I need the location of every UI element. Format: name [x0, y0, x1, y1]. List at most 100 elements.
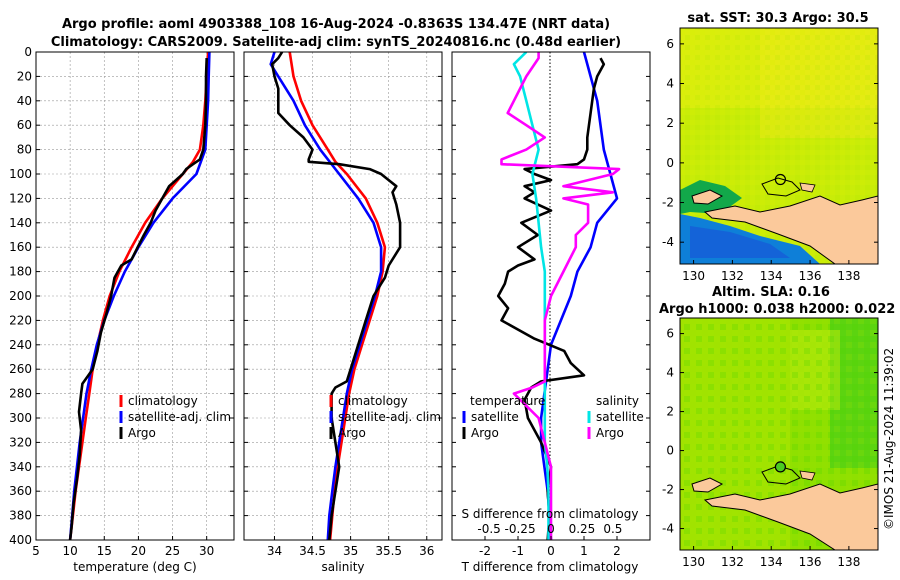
y-tick-label: 240	[9, 338, 32, 352]
map-lat-label: 0	[666, 444, 674, 458]
y-tick-label: 0	[24, 45, 32, 59]
y-tick-label: 400	[9, 533, 32, 547]
map-lat-label: 6	[666, 327, 674, 341]
temperature-xlabel: temperature (deg C)	[73, 560, 196, 574]
sla-land-new-guinea	[703, 483, 878, 550]
series-line-t-satellite	[539, 52, 619, 540]
t-difference-xlabel: T difference from climatology	[461, 560, 639, 574]
sla-map-field	[680, 318, 878, 550]
map-lat-label: -2	[662, 483, 674, 497]
s-diff-tick-label: 0.5	[603, 522, 622, 536]
x-tick-label: 20	[131, 544, 146, 558]
sst-map-ticks: 130 132 134 136 138 -4 -2 0 2 4 6	[662, 37, 878, 283]
x-tick-label: 1	[580, 544, 588, 558]
map-lon-label: 130	[682, 269, 705, 283]
y-tick-label: 220	[9, 313, 32, 327]
legend-climatology-label: climatology	[338, 394, 408, 408]
x-tick-label: 30	[199, 544, 214, 558]
map-lat-label: 2	[666, 405, 674, 419]
y-tick-label: 380	[9, 509, 32, 523]
sst-map-field	[680, 28, 878, 264]
map-lat-label: 4	[666, 366, 674, 380]
map-lon-label: 138	[837, 555, 860, 569]
x-tick-label: 36	[419, 544, 434, 558]
series-line-t-argo	[496, 57, 606, 540]
x-tick-label: 35.5	[375, 544, 402, 558]
map-lat-label: -4	[662, 235, 674, 249]
sla-land-island	[691, 477, 724, 493]
y-tick-label: 120	[9, 191, 32, 205]
map-lat-label: -4	[662, 522, 674, 536]
series-line-s-argo	[500, 52, 621, 540]
figure-title-line1: Argo profile: aoml 4903388_108 16-Aug-20…	[62, 17, 610, 32]
x-tick-label: 5	[32, 544, 40, 558]
x-tick-label: -2	[479, 544, 491, 558]
x-tick-label: 34	[267, 544, 282, 558]
map-lat-label: 0	[666, 156, 674, 170]
salinity-panel: 34 34.5 35 35.5 36 salinity climatology sate…	[243, 51, 443, 574]
legend-temperature-heading: temperature	[470, 394, 545, 408]
y-tick-label: 80	[17, 143, 32, 157]
y-tick-label: 300	[9, 411, 32, 425]
y-tick-label: 340	[9, 460, 32, 474]
series-line-satellite-adj-clim	[68, 52, 211, 540]
legend-climatology-label: climatology	[128, 394, 198, 408]
temperature-series	[68, 52, 211, 540]
x-tick-label: 25	[165, 544, 180, 558]
y-tick-label: 360	[9, 484, 32, 498]
salinity-legend: climatology satellite-adj. clim Argo	[329, 394, 441, 440]
difference-panel: -2 -1 0 1 2 T difference from climatology S …	[451, 51, 651, 574]
difference-ticks: -2 -1 0 1 2	[452, 51, 650, 558]
x-tick-label: 2	[613, 544, 621, 558]
map-lat-label: 6	[666, 37, 674, 51]
sla-map-ticks: 130 132 134 136 138 -4 -2 0 2 4 6	[662, 327, 878, 569]
s-difference-ticks: -0.5 -0.25 0 0.25 0.5	[477, 522, 622, 536]
temperature-panel: 0 20 40 60 80 100 120 140 160 180 200 220 240 260 280 3…	[9, 45, 235, 574]
y-tick-label: 40	[17, 94, 32, 108]
series-line-argo	[68, 58, 208, 540]
sla-map-title: Altim. SLA: 0.16	[712, 285, 830, 300]
map-lon-label: 134	[760, 269, 783, 283]
imos-timestamp: ©IMOS 21-Aug-2024 11:39:02	[882, 347, 896, 530]
map-lon-label: 132	[721, 269, 744, 283]
figure-title-line2: Climatology: CARS2009. Satellite-adj cli…	[51, 35, 621, 50]
s-difference-xlabel: S difference from climatology	[462, 507, 639, 521]
x-tick-label: 15	[97, 544, 112, 558]
map-lon-label: 134	[760, 555, 783, 569]
salinity-ticks: 34 34.5 35 35.5 36	[244, 51, 442, 558]
sst-map-title: sat. SST: 30.3 Argo: 30.5	[687, 11, 868, 26]
y-tick-label: 320	[9, 435, 32, 449]
y-tick-label: 60	[17, 118, 32, 132]
sst-map-frame	[679, 27, 879, 265]
s-diff-tick-label: 0	[547, 522, 555, 536]
legend-argo-label: Argo	[128, 426, 156, 440]
sst-land-new-guinea	[703, 195, 878, 264]
map-lon-label: 132	[721, 555, 744, 569]
sla-map-subtitle: Argo h1000: 0.038 h2000: 0.022	[659, 302, 895, 317]
legend-salinity-heading: salinity	[596, 394, 639, 408]
salinity-grid	[244, 51, 442, 541]
x-tick-label: 34.5	[299, 544, 326, 558]
map-lat-label: 2	[666, 116, 674, 130]
series-line-s-satellite	[512, 52, 550, 540]
y-tick-label: 100	[9, 167, 32, 181]
y-tick-label: 20	[17, 69, 32, 83]
salinity-xlabel: salinity	[321, 560, 364, 574]
sst-cold-core	[690, 226, 790, 258]
x-tick-label: 10	[62, 544, 77, 558]
sla-map-panel: Altim. SLA: 0.16 Argo h1000: 0.038 h2000…	[659, 285, 895, 569]
y-tick-label: 280	[9, 387, 32, 401]
legend-satellite-label: satellite-adj. clim	[128, 410, 231, 424]
sla-argo-float-marker	[774, 461, 787, 473]
map-lon-label: 130	[682, 555, 705, 569]
x-tick-label: 0	[547, 544, 555, 558]
sst-land-islet	[799, 182, 816, 193]
map-lon-label: 138	[837, 269, 860, 283]
y-tick-label: 160	[9, 240, 32, 254]
legend-t-argo-label: Argo	[471, 426, 499, 440]
x-tick-label: -1	[512, 544, 524, 558]
temperature-legend: climatology satellite-adj. clim Argo	[119, 394, 231, 440]
legend-argo-label: Argo	[338, 426, 366, 440]
s-diff-tick-label: 0.25	[569, 522, 596, 536]
